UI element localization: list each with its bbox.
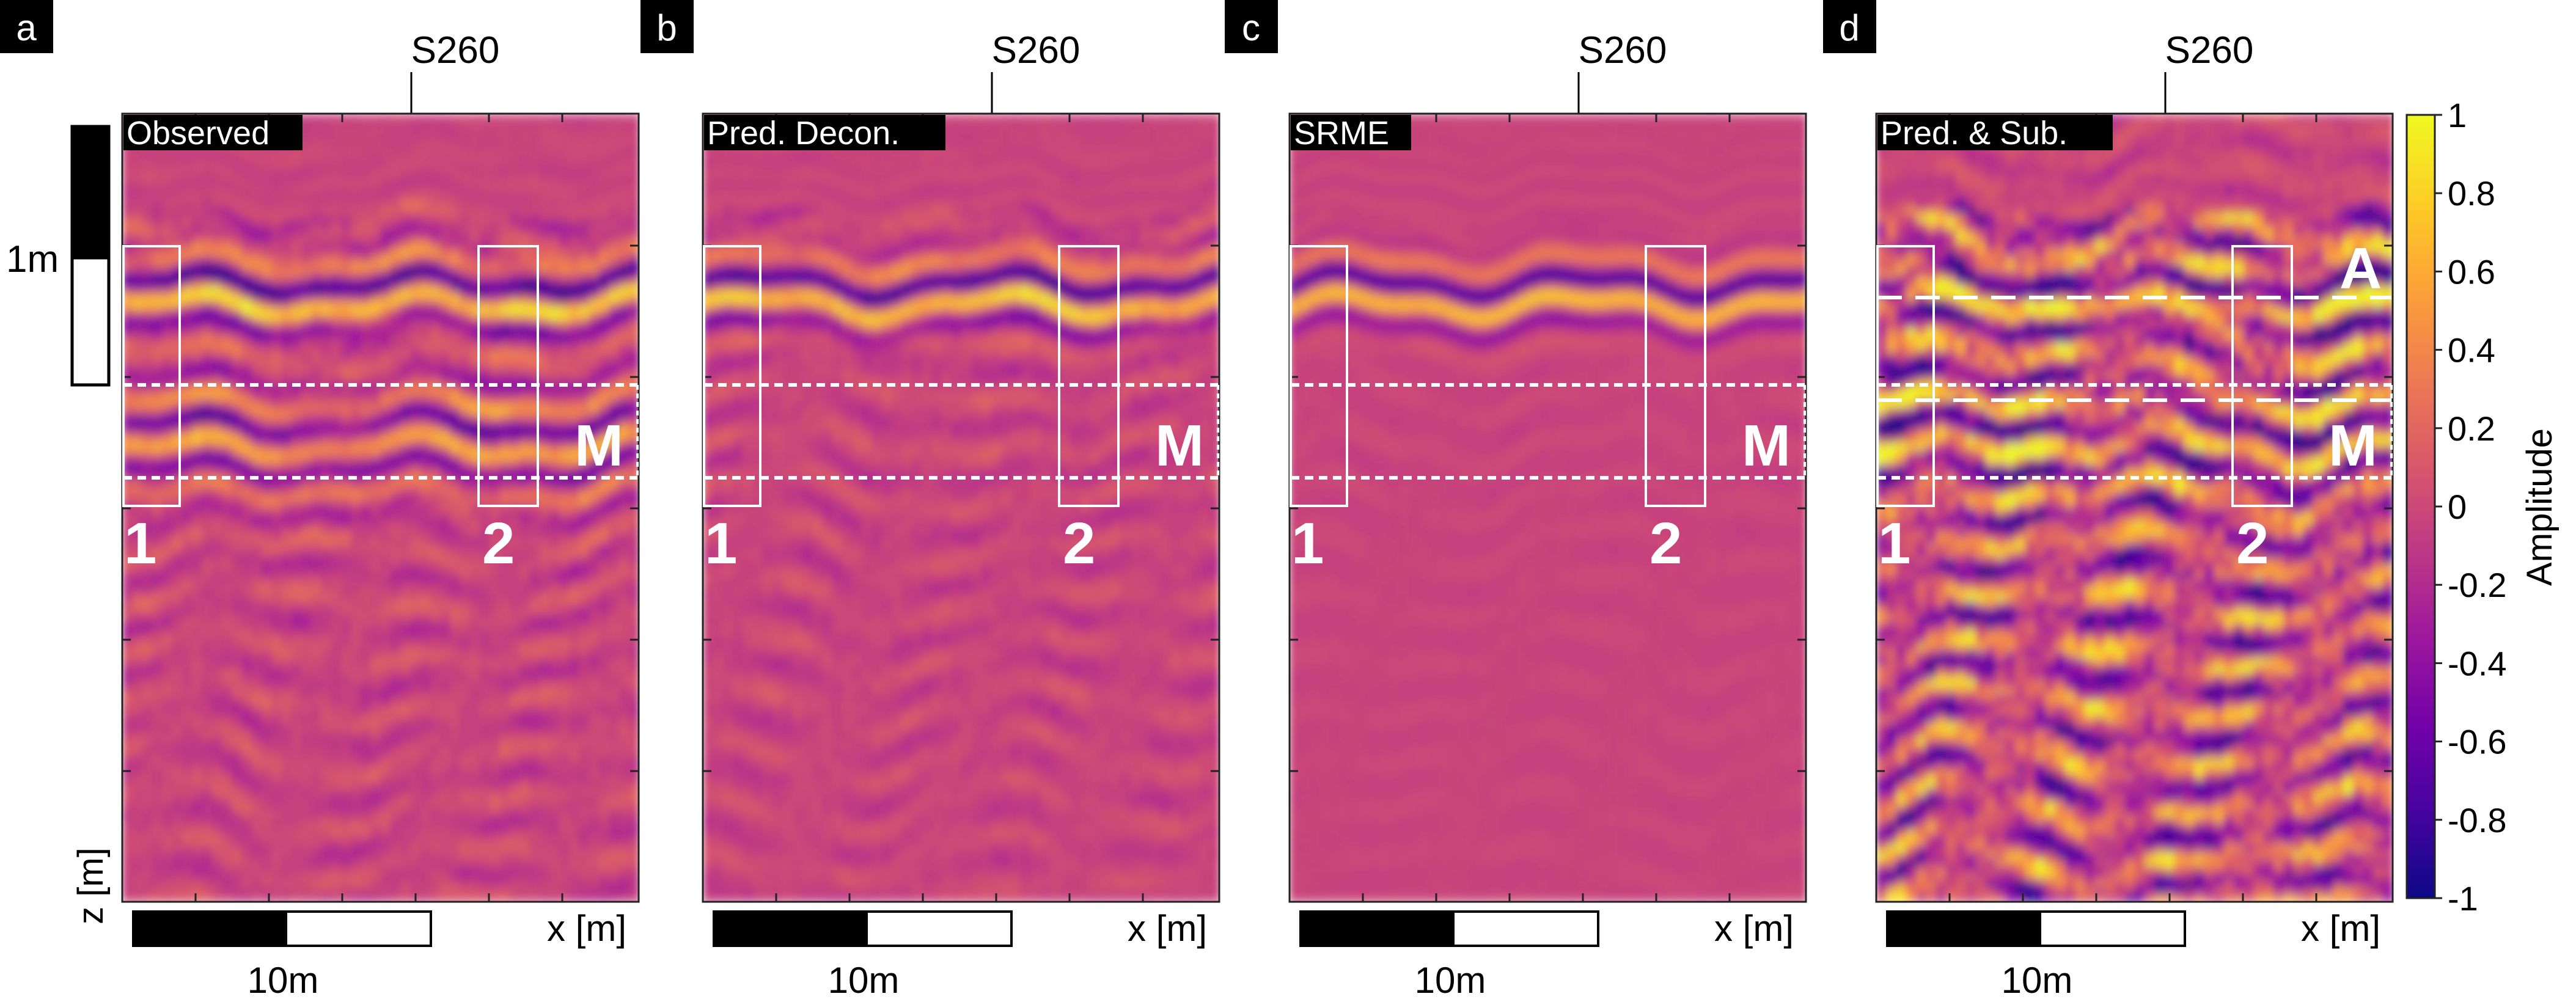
- seismic-cells: [1290, 114, 1806, 902]
- box-1-label: 1: [1878, 511, 1910, 576]
- colorbar-tick-label: -1: [2448, 879, 2478, 918]
- panel-c: c S260 SRME M 1 2 10m x [m]: [1225, 0, 1807, 1001]
- panel-title: SRME: [1294, 115, 1389, 152]
- x-axis-label: x [m]: [1128, 908, 1207, 949]
- x-axis-label: x [m]: [1714, 908, 1794, 949]
- box-2-label: 2: [2236, 511, 2269, 576]
- panel-title-bg: [704, 115, 945, 150]
- zone-m-label: M: [2328, 413, 2377, 478]
- colorbar-tick-label: 0.4: [2448, 331, 2495, 370]
- panel-letter-bg: [0, 0, 53, 53]
- panel-title: Pred. Decon.: [707, 115, 900, 152]
- scalebar-white: [2039, 910, 2186, 947]
- zone-m-label: M: [1742, 413, 1791, 478]
- colorbar: 1 0.8 0.6 0.4 0.2 0 -0.2 -0.4 -0.6 -0.8 -1 Amplitu…: [2405, 96, 2559, 918]
- x-axis-label: x [m]: [2301, 908, 2380, 949]
- box-2-label: 2: [1063, 511, 1095, 576]
- box-2-label: 2: [1649, 511, 1682, 576]
- box-1-label: 1: [705, 511, 737, 576]
- seismic-section: [1290, 114, 1806, 902]
- y-axis-label: z [m]: [71, 847, 111, 924]
- seismic-cells: [122, 114, 639, 902]
- panel-d: d S260 Pred. & Sub. A M 1 2 10m x [m]: [1823, 0, 2394, 1001]
- scalebar-black: [1886, 910, 2041, 947]
- depth-scale-label: 1m: [6, 238, 59, 280]
- scalebar-label: 10m: [2002, 960, 2073, 1001]
- scalebar-black: [132, 910, 287, 947]
- panel-title: Pred. & Sub.: [1881, 115, 2068, 152]
- scalebar-white: [865, 910, 1013, 947]
- panel-letter: c: [1242, 7, 1260, 48]
- panel-a: a S260 Observed M 1 2 10m x [m]: [0, 0, 640, 1001]
- scalebar-black: [713, 910, 868, 947]
- scalebar-white: [285, 910, 432, 947]
- depth-scale-bar: 1m: [6, 125, 111, 387]
- panel-title-bg: [1877, 115, 2113, 150]
- box-1-label: 1: [124, 511, 156, 576]
- scalebar-label: 10m: [248, 960, 319, 1001]
- colorbar-tick-label: 0.6: [2448, 252, 2495, 291]
- seismic-cells: [703, 114, 1219, 902]
- panel-b: b S260 Pred. Decon. M 1 2 10m x [m]: [640, 0, 1220, 1001]
- panel-title-bg: [1291, 115, 1411, 150]
- box-1: [1290, 245, 1348, 507]
- colorbar-tick-label: 1: [2448, 96, 2467, 134]
- panel-letter: b: [656, 7, 677, 48]
- marker-label: S260: [411, 29, 500, 71]
- box-1: [703, 245, 761, 507]
- panel-title-bg: [123, 115, 303, 150]
- box-2-label: 2: [482, 511, 515, 576]
- panel-title: Observed: [127, 115, 270, 152]
- colorbar-tick-label: 0.2: [2448, 409, 2495, 448]
- colorbar-tick-label: 0: [2448, 488, 2467, 526]
- seismic-section: [1876, 114, 2393, 902]
- zone-m-label: M: [1155, 413, 1204, 478]
- box-2: [1058, 245, 1120, 507]
- colorbar-label: Amplitude: [2520, 428, 2559, 586]
- panel-letter: a: [16, 7, 37, 48]
- box-2: [477, 245, 539, 507]
- marker-label: S260: [2165, 29, 2254, 71]
- colorbar-tick-label: -0.4: [2448, 644, 2507, 682]
- box-1: [122, 245, 181, 507]
- zone-m-label: M: [574, 413, 623, 478]
- scalebar-label: 10m: [1415, 960, 1486, 1001]
- panel-letter-bg: [1225, 0, 1278, 53]
- seismic-cells: [1876, 114, 2393, 902]
- scalebar-label: 10m: [828, 960, 900, 1001]
- depth-scale-black: [70, 125, 111, 260]
- seismic-section: [703, 114, 1219, 902]
- colorbar-tick-label: 0.8: [2448, 174, 2495, 213]
- box-2: [2231, 245, 2293, 507]
- colorbar-ticks: 1 0.8 0.6 0.4 0.2 0 -0.2 -0.4 -0.6 -0.8 -1: [2435, 96, 2507, 918]
- box-1: [1876, 245, 1935, 507]
- colorbar-tick-label: -0.8: [2448, 801, 2507, 839]
- panel-letter-bg: [640, 0, 694, 53]
- colorbar-tick-label: -0.6: [2448, 723, 2507, 761]
- marker-label: S260: [1579, 29, 1667, 71]
- colorbar-gradient: [2405, 114, 2436, 899]
- box-1-label: 1: [1291, 511, 1324, 576]
- zone-a-label: A: [2339, 236, 2382, 301]
- scalebar-white: [1452, 910, 1599, 947]
- x-axis-label: x [m]: [547, 908, 626, 949]
- colorbar-tick-label: -0.2: [2448, 566, 2507, 604]
- panel-letter: d: [1839, 7, 1859, 48]
- depth-scale-white: [70, 256, 111, 387]
- panel-letter-bg: [1823, 0, 1876, 53]
- seismic-section: [122, 114, 639, 902]
- scalebar-black: [1299, 910, 1455, 947]
- box-2: [1645, 245, 1706, 507]
- marker-label: S260: [992, 29, 1081, 71]
